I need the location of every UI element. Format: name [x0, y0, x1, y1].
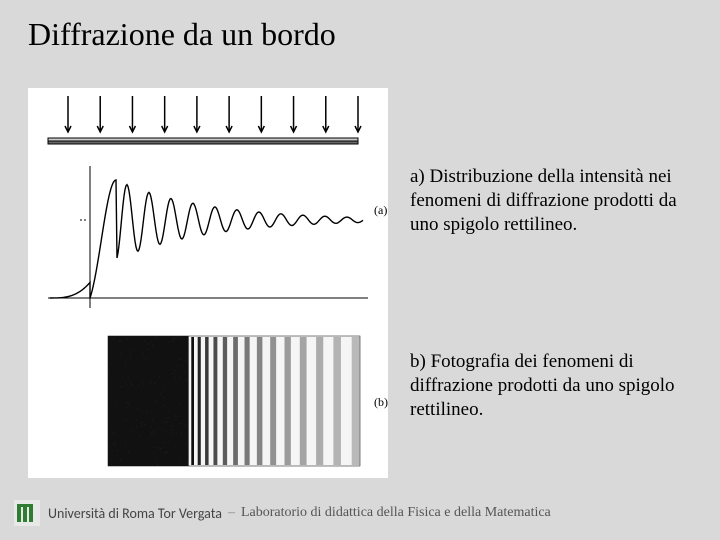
physics-figure: (a) (b) [28, 88, 388, 478]
edge-blade [48, 138, 358, 144]
slide-footer: Università di Roma Tor Vergata – Laborat… [14, 500, 551, 526]
slide-title: Diffrazione da un bordo [28, 16, 336, 53]
diffraction-diagram-svg: (a) (b) [28, 88, 388, 478]
footer-laboratory: Laboratorio di didattica della Fisica e … [241, 505, 551, 521]
intensity-graph [48, 166, 368, 308]
caption-b: b) Fotografia dei fenomeni di diffrazion… [410, 350, 690, 421]
figure-label-a: (a) [374, 203, 387, 217]
university-logo-icon [14, 500, 40, 526]
figure-label-b: (b) [374, 395, 388, 409]
footer-separator: – [228, 505, 235, 521]
diffraction-photo [108, 336, 360, 466]
incident-light-arrows [65, 96, 361, 132]
footer-university: Università di Roma Tor Vergata [48, 505, 222, 522]
caption-a: a) Distribuzione della intensità nei fen… [410, 165, 690, 236]
